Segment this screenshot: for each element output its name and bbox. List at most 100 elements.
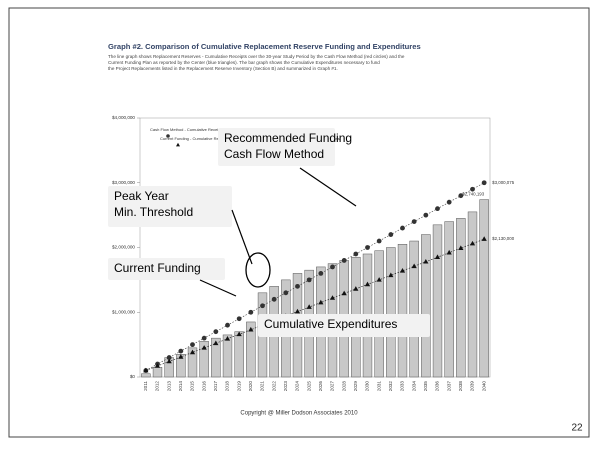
marker [469, 240, 476, 246]
highlight-circle [245, 252, 271, 288]
marker [329, 295, 336, 300]
chart-subtitle: Current Funding Plan as reported by the … [108, 60, 380, 65]
marker [353, 286, 359, 291]
bar [199, 341, 209, 378]
marker [341, 258, 347, 263]
x-tick-label: 2016 [201, 381, 206, 392]
marker [399, 268, 406, 273]
annotations: Recommended Funding Cash Flow Method Peak … [108, 128, 430, 337]
marker [283, 290, 289, 296]
marker [364, 281, 371, 287]
x-tick-label: 2013 [166, 381, 171, 392]
y-tick-label: $1,000,000 [112, 309, 135, 314]
x-tick-label: 2033 [400, 381, 405, 392]
x-tick-label: 2032 [388, 381, 393, 392]
annotation: Recommended Funding [224, 131, 352, 145]
marker [213, 340, 219, 346]
y-tick-label: $0 [130, 374, 136, 379]
bar [456, 218, 466, 378]
marker [225, 322, 230, 328]
x-tick-label: 2022 [271, 381, 276, 392]
arrow [299, 167, 357, 207]
marker [236, 331, 242, 337]
bar [397, 244, 408, 378]
x-tick-label: 2021 [260, 381, 265, 392]
marker [423, 258, 429, 264]
marker [318, 271, 324, 276]
x-tick-label: 2024 [295, 381, 300, 392]
bar [152, 367, 163, 378]
x-tick-label: 2019 [236, 381, 241, 392]
marker [458, 245, 464, 250]
marker [434, 254, 441, 260]
x-tick-label: 2018 [225, 381, 230, 392]
marker [353, 251, 359, 257]
marker [248, 309, 254, 315]
x-tick-label: 2038 [458, 381, 463, 392]
legend-label: Current Funding - Cumulative Receipts [160, 136, 229, 141]
x-tick-label: 2017 [213, 381, 218, 392]
x-tick-label: 2037 [446, 381, 451, 392]
marker [388, 232, 394, 237]
marker [306, 304, 312, 309]
annotation-box [218, 128, 335, 166]
marker [189, 349, 196, 355]
marker [154, 363, 161, 368]
annotation: Peak Year [114, 189, 169, 203]
legend-swatch [176, 142, 180, 147]
marker [435, 206, 440, 212]
annotation: Current Funding [114, 261, 201, 275]
marker [143, 367, 149, 373]
marker [260, 303, 265, 309]
arrow [199, 279, 237, 297]
marker [341, 290, 347, 296]
bar [432, 224, 443, 378]
x-tick-label: 2031 [376, 381, 381, 392]
marker [330, 264, 335, 270]
marker [481, 236, 487, 241]
x-tick-label: 2034 [411, 381, 416, 392]
x-tick-label: 2028 [341, 381, 346, 392]
x-tick-label: 2026 [318, 381, 323, 392]
marker [213, 329, 219, 335]
marker [423, 212, 429, 218]
value-label: $2,740,193 [462, 192, 485, 197]
x-tick-label: 2029 [353, 381, 358, 392]
y-tick-label: $2,000,000 [112, 245, 135, 250]
marker [400, 225, 405, 231]
marker [388, 272, 394, 278]
marker [481, 180, 487, 186]
bar [386, 247, 396, 378]
x-tick-label: 2040 [481, 381, 486, 392]
y-tick-label: $3,000,000 [112, 180, 135, 185]
bar [211, 337, 221, 378]
marker [190, 342, 195, 348]
chart-subtitle: The line graph shows Replacement Reserve… [108, 54, 405, 59]
x-tick-label: 2030 [365, 381, 370, 392]
bar [141, 373, 151, 378]
x-tick-label: 2014 [178, 381, 183, 392]
marker [178, 354, 184, 359]
x-tick-label: 2025 [306, 381, 311, 392]
x-tick-label: 2035 [423, 381, 428, 392]
bar [234, 331, 244, 378]
marker [295, 283, 300, 289]
page-number: 22 [571, 423, 583, 434]
arrow [231, 209, 253, 265]
marker [458, 193, 464, 199]
x-tick-label: 2011 [143, 381, 148, 391]
marker [365, 245, 370, 250]
marker [236, 316, 242, 322]
bar [479, 199, 489, 378]
legend-label: Cash Flow Method - Cumulative Receipts [150, 127, 224, 132]
footer: Copyright @ Miller Dodson Associates 201… [240, 411, 358, 417]
chart-subtitle: the Project Replacements listed in the R… [108, 66, 338, 71]
x-tick-label: 2023 [283, 381, 288, 392]
marker [248, 326, 254, 332]
annotation-box [108, 186, 232, 227]
annotation: Cumulative Expenditures [264, 317, 397, 331]
marker [446, 199, 452, 205]
bar [421, 234, 431, 378]
